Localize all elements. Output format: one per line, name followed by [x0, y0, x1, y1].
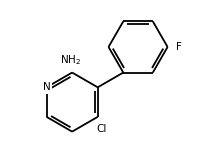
Text: NH$_2$: NH$_2$ [60, 53, 81, 67]
Text: F: F [176, 42, 182, 52]
Text: N: N [43, 82, 50, 92]
Text: Cl: Cl [96, 124, 106, 134]
